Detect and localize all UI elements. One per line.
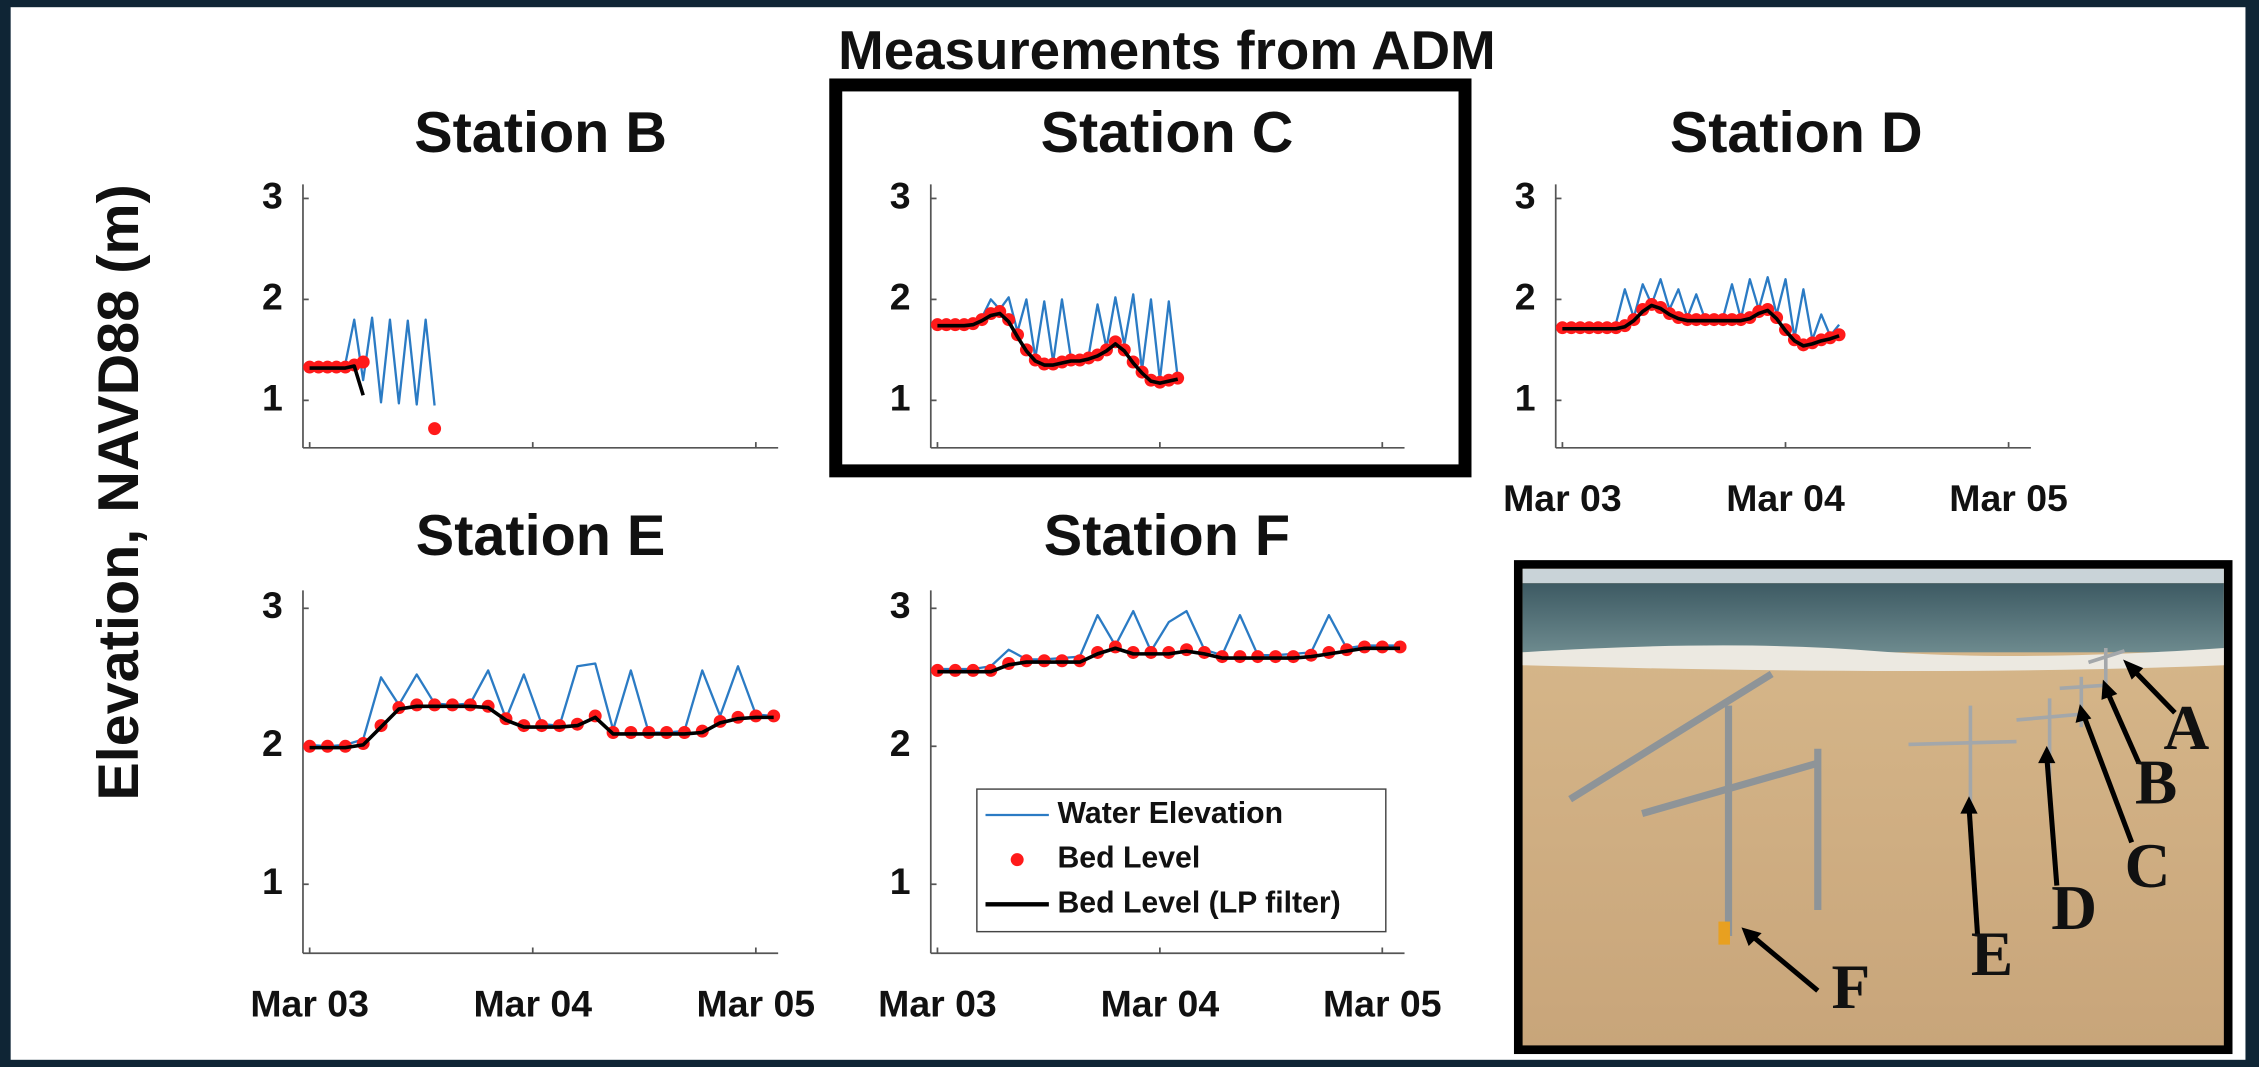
panel-title: Station F xyxy=(1044,504,1290,568)
y-tick-label: 1 xyxy=(890,376,911,418)
y-tick-label: 3 xyxy=(890,174,911,216)
bed-point xyxy=(428,422,442,436)
sensor-f xyxy=(1718,921,1730,945)
legend-label: Water Elevation xyxy=(1058,797,1284,830)
y-tick-label: 1 xyxy=(262,860,283,902)
filtered-line xyxy=(1562,303,1840,348)
bed-point xyxy=(1171,371,1185,385)
y-tick-label: 1 xyxy=(890,860,911,902)
frame-f xyxy=(1568,670,1822,936)
site-photo: A B C D E F xyxy=(1513,560,2233,1055)
x-tick-label: Mar 03 xyxy=(1503,477,1622,519)
x-tick-label: Mar 03 xyxy=(878,982,997,1024)
bed-point xyxy=(1832,328,1846,342)
x-tick-label: Mar 05 xyxy=(1949,477,2068,519)
water-line xyxy=(937,609,1401,671)
panel-title: Station D xyxy=(1670,101,1923,165)
panel-title: Station C xyxy=(1041,101,1294,165)
ocean xyxy=(1522,583,2224,653)
x-tick-label: Mar 04 xyxy=(1101,982,1220,1024)
panel-title: Station B xyxy=(414,101,667,165)
y-tick-label: 3 xyxy=(890,584,911,626)
y-tick-label: 3 xyxy=(262,584,283,626)
y-tick-label: 2 xyxy=(890,722,911,764)
photo-label: F xyxy=(1832,952,1871,1022)
y-tick-label: 2 xyxy=(262,275,283,317)
y-tick-label: 2 xyxy=(1515,275,1536,317)
filtered-line xyxy=(309,704,774,750)
x-tick-label: Mar 03 xyxy=(250,982,369,1024)
x-tick-label: Mar 05 xyxy=(697,982,816,1024)
legend-swatch xyxy=(1010,853,1024,867)
photo-label: B xyxy=(2135,748,2177,818)
surf xyxy=(1522,645,2224,672)
figure-title: Measurements from ADM xyxy=(838,19,1496,81)
y-axis-label: Elevation, NAVD88 (m) xyxy=(87,184,151,800)
photo-label: A xyxy=(2164,693,2210,763)
filtered-line xyxy=(309,364,365,396)
bed-point xyxy=(1393,640,1407,654)
y-tick-label: 1 xyxy=(262,376,283,418)
photo-label: E xyxy=(1971,919,2013,989)
photo-arrowheads xyxy=(1741,659,2144,947)
photo-label: D xyxy=(2051,873,2097,943)
legend-label: Bed Level xyxy=(1058,842,1201,875)
x-tick-label: Mar 05 xyxy=(1323,982,1442,1024)
filtered-line xyxy=(937,311,1179,385)
y-tick-label: 2 xyxy=(890,275,911,317)
photo-label: C xyxy=(2125,831,2171,901)
highlight-box xyxy=(829,78,1472,478)
x-tick-label: Mar 04 xyxy=(1726,477,1845,519)
filtered-line xyxy=(937,646,1401,674)
y-tick-label: 3 xyxy=(262,174,283,216)
legend-box xyxy=(976,788,1387,933)
bed-point xyxy=(356,355,370,369)
y-tick-label: 1 xyxy=(1515,376,1536,418)
panel-title: Station E xyxy=(416,504,666,568)
sky xyxy=(1522,568,2224,584)
legend-label: Bed Level (LP filter) xyxy=(1058,886,1341,919)
y-tick-label: 2 xyxy=(262,722,283,764)
y-tick-label: 3 xyxy=(1515,174,1536,216)
x-tick-label: Mar 04 xyxy=(473,982,592,1024)
